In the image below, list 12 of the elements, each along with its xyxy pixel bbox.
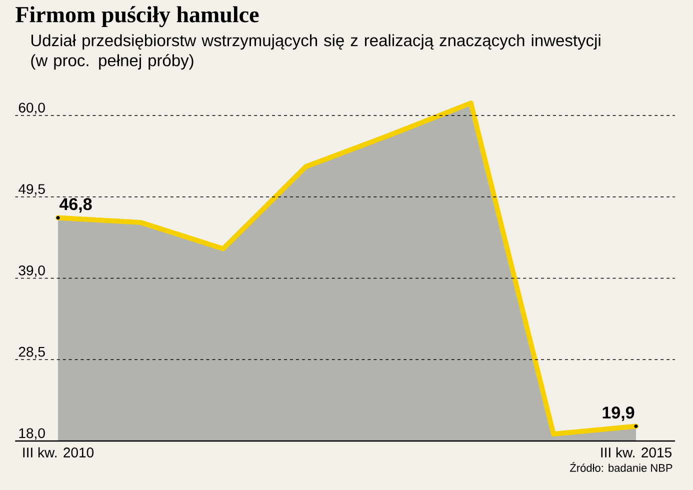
y-tick-label: 28,5 <box>18 346 45 358</box>
data-label: 46,8 <box>59 198 92 213</box>
y-tick-label: 60,0 <box>18 102 45 114</box>
data-label: 19,9 <box>602 406 634 422</box>
x-tick-label: III kw. 2010 <box>23 447 94 458</box>
y-tick-label: 39,0 <box>18 265 45 278</box>
y-tick-label: 49,5 <box>18 184 45 196</box>
y-tick-label: 18,0 <box>19 428 45 440</box>
text: Źródło: badanie NBP <box>570 462 672 472</box>
x-tick-label: III kw. 2015 <box>601 447 672 458</box>
chart-subtitle: Udział przedsiębiorstw wstrzymujących się z realizacją znaczących inwestycji (w proc. pełnej próby) <box>31 34 600 70</box>
chart-title: Firmom puściły hamulce <box>16 6 259 28</box>
